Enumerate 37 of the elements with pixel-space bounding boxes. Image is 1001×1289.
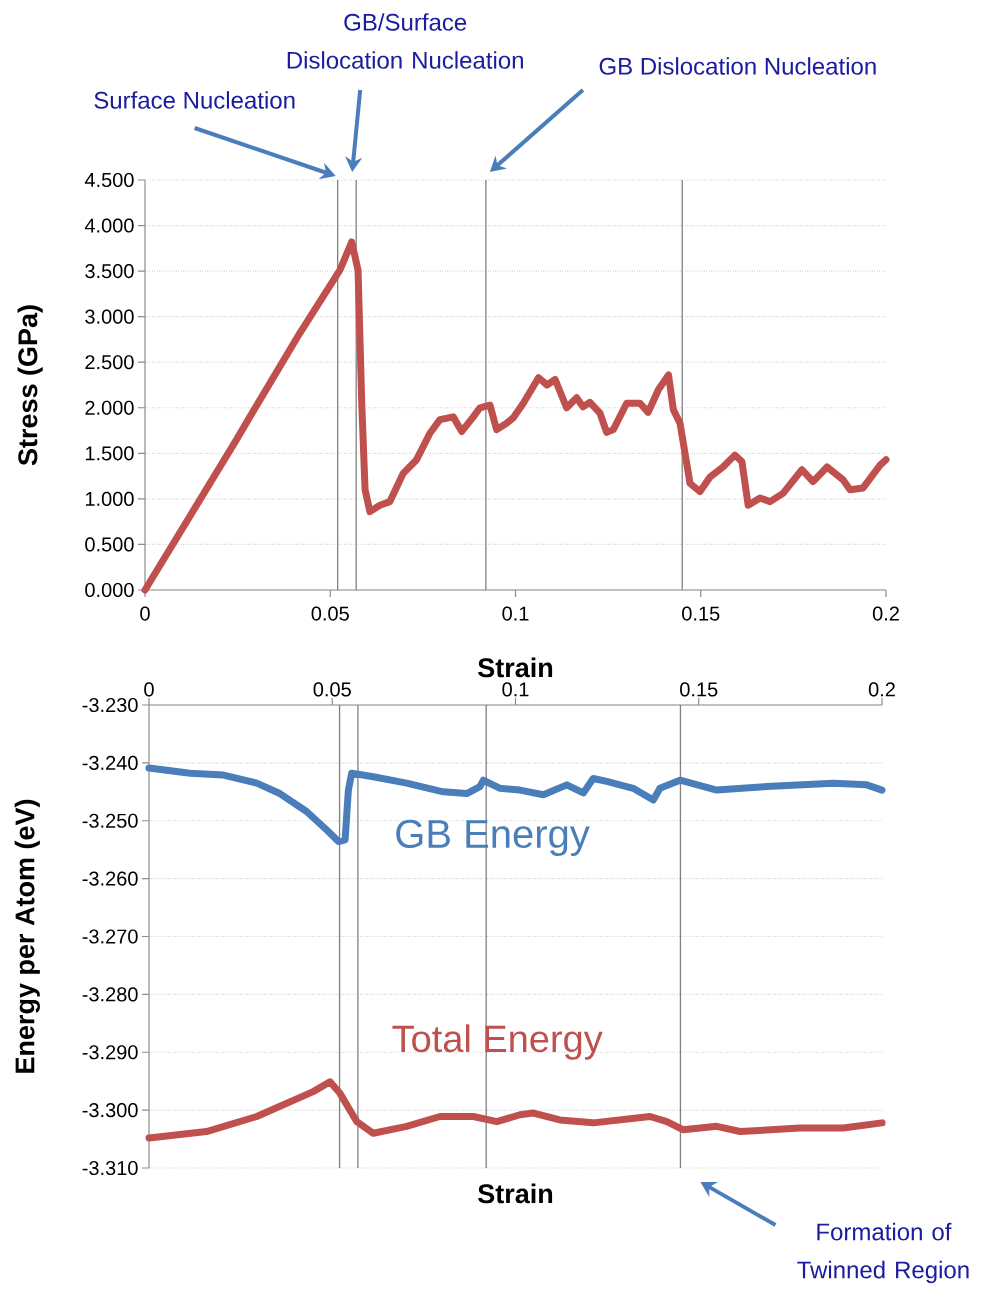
y-tick-label: 4.000 <box>84 218 134 233</box>
x-tick-label: 0 <box>140 606 150 621</box>
y-tick-label: 1.500 <box>85 446 134 461</box>
y-tick-label: -3.270 <box>82 929 138 944</box>
y-tick-label: 2.500 <box>85 355 134 370</box>
y-tick-label: -3.300 <box>82 1103 138 1118</box>
x-tick-label: 0.15 <box>682 606 720 621</box>
y-tick-label: -3.250 <box>82 813 138 828</box>
y-tick-label: -3.260 <box>82 871 138 886</box>
text: Formation of Twinned Region <box>797 1222 969 1284</box>
y-tick-label: 4.500 <box>84 172 134 188</box>
y-axis-title: Energy per Atom (eV) <box>14 799 40 1073</box>
y-tick-label: 3.000 <box>85 309 134 324</box>
x-tick-label: 0.1 <box>502 682 529 697</box>
text: GB Dislocation Nucleation <box>599 57 876 75</box>
x-tick-label: 0.15 <box>680 682 718 697</box>
y-tick-label: 2.000 <box>85 400 134 415</box>
text: Surface Nucleation <box>94 91 295 109</box>
y-tick-label: -3.310 <box>82 1160 138 1176</box>
y-axis-title: Stress (GPa) <box>17 305 43 466</box>
y-tick-label: -3.290 <box>82 1045 138 1060</box>
y-tick-label: 3.500 <box>85 264 134 279</box>
y-tick-label: 1.000 <box>85 491 134 506</box>
x-tick-label: 0.2 <box>868 682 895 697</box>
y-tick-label: -3.230 <box>82 697 138 713</box>
x-tick-label: 0.1 <box>502 606 529 621</box>
y-tick-label: 0.000 <box>85 582 134 598</box>
x-axis-title: Strain <box>478 657 553 678</box>
y-tick-label: 0.500 <box>85 537 134 552</box>
y-tick-label: -3.240 <box>82 755 138 770</box>
x-tick-label: 0.2 <box>872 606 899 621</box>
x-tick-label: 0.05 <box>313 682 351 697</box>
y-tick-label: -3.280 <box>82 987 138 1002</box>
x-tick-label: 0 <box>144 682 154 697</box>
x-axis-title: Strain <box>478 1183 553 1204</box>
x-tick-label: 0.05 <box>311 606 349 621</box>
text: GB/Surface Dislocation Nucleation <box>287 13 523 69</box>
